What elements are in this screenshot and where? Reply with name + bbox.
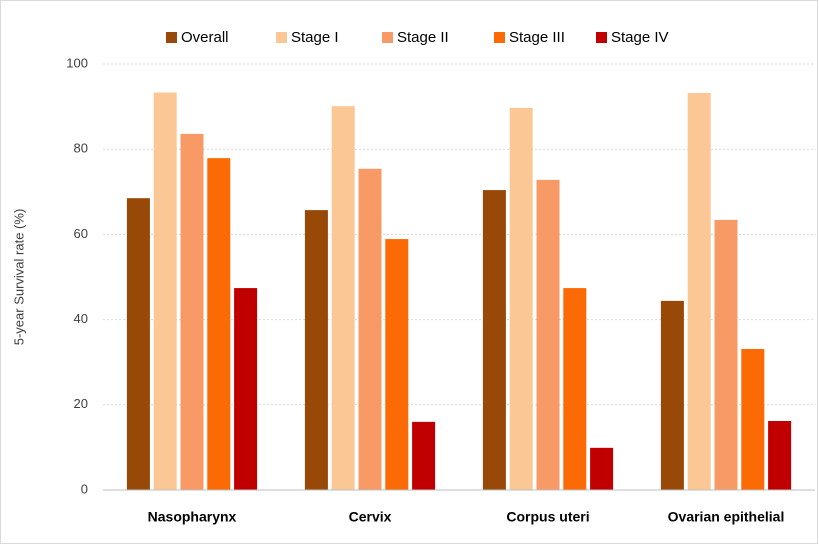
bar xyxy=(768,420,792,490)
bar xyxy=(741,348,765,490)
bar xyxy=(304,210,328,491)
bar xyxy=(714,219,738,490)
x-tick-label: Nasopharynx xyxy=(148,509,237,525)
y-tick-label: 100 xyxy=(66,55,88,70)
legend-label: Stage II xyxy=(397,29,449,46)
legend-swatch xyxy=(596,32,607,43)
bar xyxy=(412,421,436,490)
y-tick-label: 60 xyxy=(74,226,88,241)
bar xyxy=(563,288,587,490)
legend-swatch xyxy=(166,32,177,43)
y-tick-label: 0 xyxy=(81,481,88,496)
legend-label: Overall xyxy=(181,29,229,46)
bar xyxy=(509,107,533,491)
bar xyxy=(482,190,506,490)
bar xyxy=(207,158,231,490)
bar xyxy=(385,239,409,490)
bar xyxy=(153,92,177,491)
bar xyxy=(331,106,355,490)
y-axis-label: 5-year Survival rate (%) xyxy=(11,209,26,346)
legend-label: Stage III xyxy=(509,29,565,46)
bar xyxy=(687,92,711,490)
legend-swatch xyxy=(382,32,393,43)
bar xyxy=(126,198,150,490)
bar xyxy=(180,133,204,490)
y-tick-label: 20 xyxy=(74,396,88,411)
y-tick-label: 40 xyxy=(74,311,88,326)
bar xyxy=(536,179,560,490)
y-tick-label: 80 xyxy=(74,141,88,156)
legend-label: Stage IV xyxy=(611,29,669,46)
legend-swatch xyxy=(276,32,287,43)
x-tick-label: Corpus uteri xyxy=(506,509,589,525)
x-tick-label: Cervix xyxy=(349,509,392,525)
x-tick-label: Ovarian epithelial xyxy=(668,509,785,525)
bar xyxy=(358,168,382,490)
legend-label: Stage I xyxy=(291,29,339,46)
legend-swatch xyxy=(494,32,505,43)
bar xyxy=(590,447,614,490)
bar xyxy=(234,288,258,490)
bar xyxy=(660,300,684,490)
